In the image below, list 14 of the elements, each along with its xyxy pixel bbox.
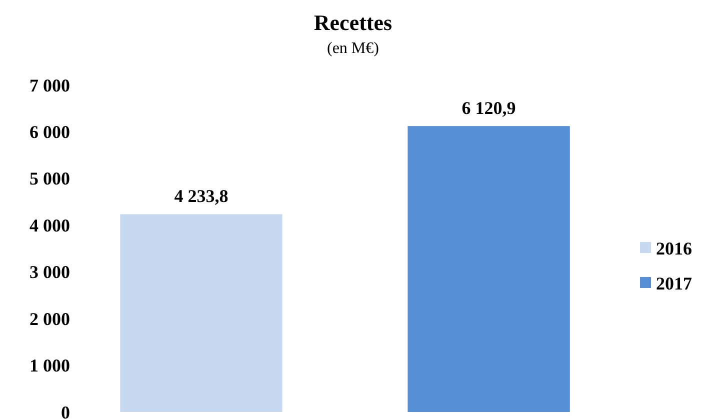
y-tick-label: 1 000: [30, 356, 70, 376]
y-tick-label: 5 000: [30, 168, 70, 189]
y-tick-label: 6 000: [30, 122, 70, 142]
y-tick-label: 4 000: [30, 215, 70, 236]
data-label: 4 233,8: [174, 186, 228, 206]
legend-label: 2016: [656, 238, 692, 258]
chart-title: Recettes: [314, 10, 393, 35]
y-tick-label: 2 000: [30, 308, 70, 329]
chart-subtitle: (en M€): [327, 40, 379, 57]
y-tick-label: 3 000: [30, 262, 70, 282]
y-tick-label: 7 000: [30, 75, 70, 96]
legend-label: 2017: [656, 273, 692, 294]
y-tick-label: 0: [61, 402, 70, 419]
data-label: 6 120,9: [462, 98, 516, 118]
